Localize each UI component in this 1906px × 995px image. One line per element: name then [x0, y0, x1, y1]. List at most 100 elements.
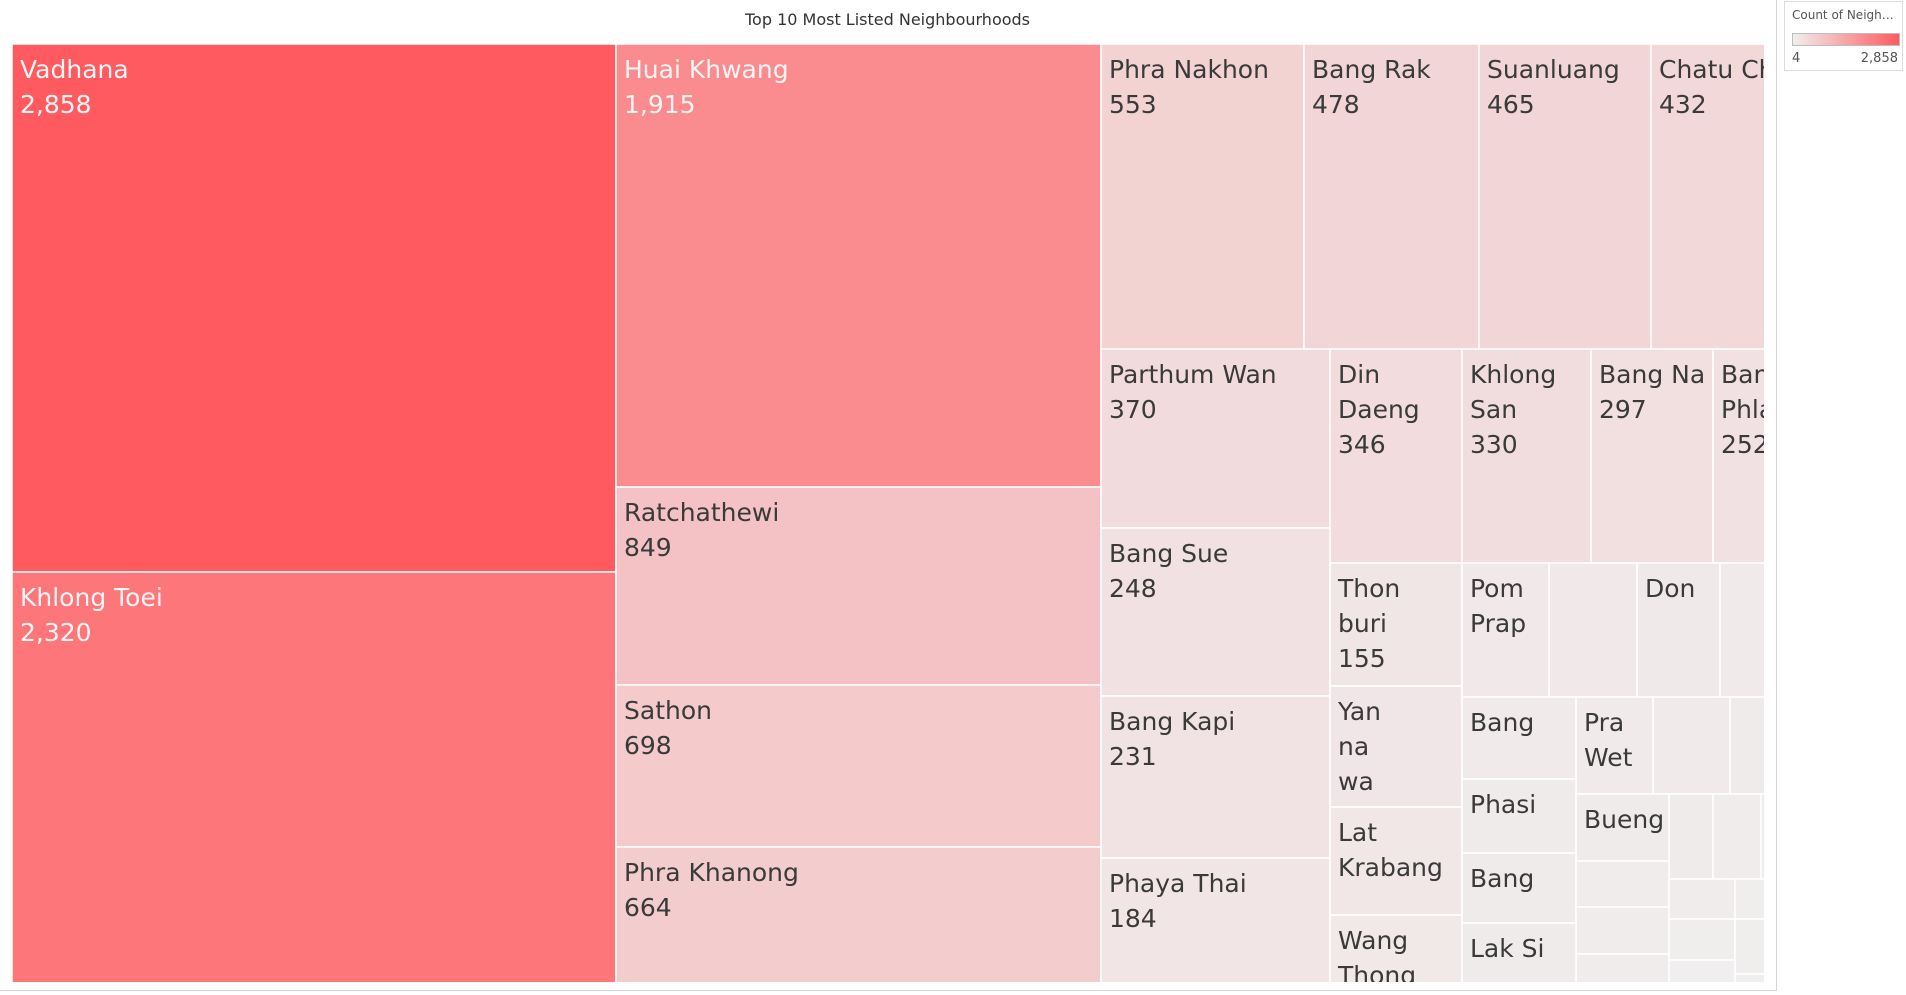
treemap-cell-sathon[interactable]: Sathon 698	[615, 684, 1102, 848]
treemap-rect[interactable]	[1461, 922, 1577, 982]
treemap-cell-bang-na[interactable]: Bang Na 297	[1590, 348, 1714, 564]
treemap-rect[interactable]	[1575, 793, 1670, 862]
treemap-cell-parthum-wan[interactable]: Parthum Wan 370	[1100, 348, 1331, 529]
treemap-cell-lak-si[interactable]: Lak Si	[1461, 922, 1577, 982]
treemap-cell-bang-phlat[interactable]: BangPhlat 252	[1712, 348, 1764, 564]
treemap-rect[interactable]	[1461, 778, 1577, 854]
treemap-cell-pom-prap[interactable]: Pom Prap	[1461, 562, 1550, 698]
treemap-cell-lat-krabang[interactable]: Lat Krabang	[1329, 806, 1463, 916]
treemap-rect[interactable]	[1652, 696, 1731, 795]
treemap-cell-bang[interactable]: Bang	[1461, 852, 1577, 924]
treemap-rect[interactable]	[1668, 793, 1714, 880]
treemap-rect[interactable]	[1575, 906, 1670, 955]
treemap-cell-bang-sue[interactable]: Bang Sue 248	[1100, 527, 1331, 697]
treemap-rect[interactable]	[1636, 562, 1721, 698]
treemap-rect[interactable]	[1100, 695, 1331, 859]
treemap-cell-thon-buri[interactable]: Thon buri 155	[1329, 562, 1463, 687]
treemap-rect[interactable]	[1719, 562, 1764, 698]
treemap-rect[interactable]	[615, 44, 1102, 488]
treemap-cell-phra-khanong[interactable]: Phra Khanong 664	[615, 846, 1102, 982]
cell-label-value: 2,320	[20, 618, 92, 647]
sheet-border-bottom	[0, 990, 1777, 991]
treemap-cell-yan-na-wa[interactable]: Yan na wa	[1329, 685, 1463, 808]
treemap-cell-bueng[interactable]: Bueng	[1575, 793, 1670, 862]
treemap-cell-khlong-toei[interactable]: Khlong Toei 2,320	[12, 571, 617, 982]
treemap-rect[interactable]	[1100, 857, 1331, 982]
treemap-rect[interactable]	[1100, 527, 1331, 697]
treemap-cell-suanluang[interactable]: Suanluang 465	[1478, 44, 1652, 350]
treemap-cell-khlong-san[interactable]: Khlong San 330	[1461, 348, 1592, 564]
treemap-cell-cell-43[interactable]	[1668, 918, 1736, 961]
treemap-cell-chatu-chak[interactable]: Chatu Chak 432	[1650, 44, 1764, 350]
treemap-cell-don[interactable]: Don	[1636, 562, 1721, 698]
cell-label-name: Bang	[1470, 864, 1534, 893]
treemap-cell-cell-37[interactable]	[1575, 906, 1670, 955]
treemap-rect[interactable]	[1590, 348, 1714, 564]
treemap-cell-cell-38[interactable]	[1575, 953, 1670, 982]
treemap-rect[interactable]	[1100, 44, 1305, 350]
treemap-cell-cell-25[interactable]	[1719, 562, 1764, 698]
treemap-cell-phaya-thai[interactable]: Phaya Thai 184	[1100, 857, 1331, 982]
treemap-rect[interactable]	[12, 571, 617, 982]
treemap-cell-cell-44[interactable]	[1734, 918, 1764, 975]
treemap-cell-cell-36[interactable]	[1575, 860, 1670, 908]
treemap-cell-ratchathewi[interactable]: Ratchathewi 849	[615, 486, 1102, 686]
treemap-cell-bang-rak[interactable]: Bang Rak 478	[1303, 44, 1480, 350]
treemap-rect[interactable]	[1650, 44, 1764, 350]
color-legend[interactable]: Count of Neighbourhood 4 2,858	[1784, 1, 1903, 71]
cell-label-value: 553	[1109, 90, 1157, 119]
treemap-cell-cell-41[interactable]	[1734, 878, 1764, 920]
treemap-cell-pra-wet[interactable]: Pra Wet	[1575, 696, 1654, 795]
treemap-cell-bang-kapi[interactable]: Bang Kapi 231	[1100, 695, 1331, 859]
treemap-cell-cell-23[interactable]	[1548, 562, 1638, 698]
treemap-cell-vadhana[interactable]: Vadhana 2,858	[12, 44, 617, 573]
cell-label-value: 346	[1338, 430, 1386, 459]
cell-label-name: Lat Krabang	[1338, 818, 1443, 882]
treemap-rect[interactable]	[1575, 953, 1670, 982]
treemap-rect[interactable]	[1100, 348, 1331, 529]
treemap-cell-bang[interactable]: Bang	[1461, 696, 1577, 780]
treemap-rect[interactable]	[1548, 562, 1638, 698]
treemap-rect[interactable]	[615, 846, 1102, 982]
cell-label-name: Chatu Chak	[1659, 55, 1764, 84]
treemap-rect[interactable]	[1712, 793, 1762, 880]
treemap-rect[interactable]	[1329, 806, 1463, 916]
treemap-rect[interactable]	[1461, 562, 1550, 698]
treemap-rect[interactable]	[1734, 878, 1764, 920]
treemap-rect[interactable]	[615, 486, 1102, 686]
treemap-cell-huai-khwang[interactable]: Huai Khwang 1,915	[615, 44, 1102, 488]
treemap-rect[interactable]	[1668, 878, 1736, 920]
cell-label-name: Lak Si	[1470, 934, 1545, 963]
cell-label-value: 155	[1338, 644, 1386, 673]
treemap-rect[interactable]	[1668, 959, 1736, 982]
treemap-cell-din-daeng[interactable]: Din Daeng 346	[1329, 348, 1463, 564]
treemap-rect[interactable]	[1329, 685, 1463, 808]
cell-label-value: 849	[624, 533, 672, 562]
treemap-rect[interactable]	[1712, 348, 1764, 564]
treemap-rect[interactable]	[1668, 918, 1736, 961]
treemap-cell-cell-28[interactable]	[1652, 696, 1731, 795]
treemap-cell-wang-thong[interactable]: Wang Thong	[1329, 914, 1463, 982]
treemap-cell-cell-34[interactable]	[1760, 793, 1764, 880]
treemap-cell-phasi[interactable]: Phasi	[1461, 778, 1577, 854]
treemap-rect[interactable]	[1734, 918, 1764, 975]
treemap-rect[interactable]	[1329, 914, 1463, 982]
treemap-rect[interactable]	[1329, 562, 1463, 687]
treemap-cell-cell-32[interactable]	[1668, 793, 1714, 880]
cell-label-name: Huai Khwang	[624, 55, 789, 84]
treemap-cell-phra-nakhon[interactable]: Phra Nakhon 553	[1100, 44, 1305, 350]
treemap-rect[interactable]	[1760, 793, 1764, 880]
treemap-rect[interactable]	[12, 44, 617, 573]
treemap-cell-cell-40[interactable]	[1668, 878, 1736, 920]
treemap-rect[interactable]	[1329, 348, 1463, 564]
treemap-cell-cell-33[interactable]	[1712, 793, 1762, 880]
treemap-rect[interactable]	[1729, 696, 1764, 795]
treemap-cell-cell-46[interactable]	[1668, 959, 1736, 982]
treemap-rect[interactable]	[1575, 696, 1654, 795]
treemap-rect[interactable]	[1575, 860, 1670, 908]
treemap-cell-cell-47[interactable]	[1734, 973, 1764, 982]
treemap-rect[interactable]	[1478, 44, 1652, 350]
treemap-cell-cell-29[interactable]	[1729, 696, 1764, 795]
treemap-rect[interactable]	[1734, 973, 1764, 982]
cell-label-name: Bang Na	[1599, 360, 1705, 389]
